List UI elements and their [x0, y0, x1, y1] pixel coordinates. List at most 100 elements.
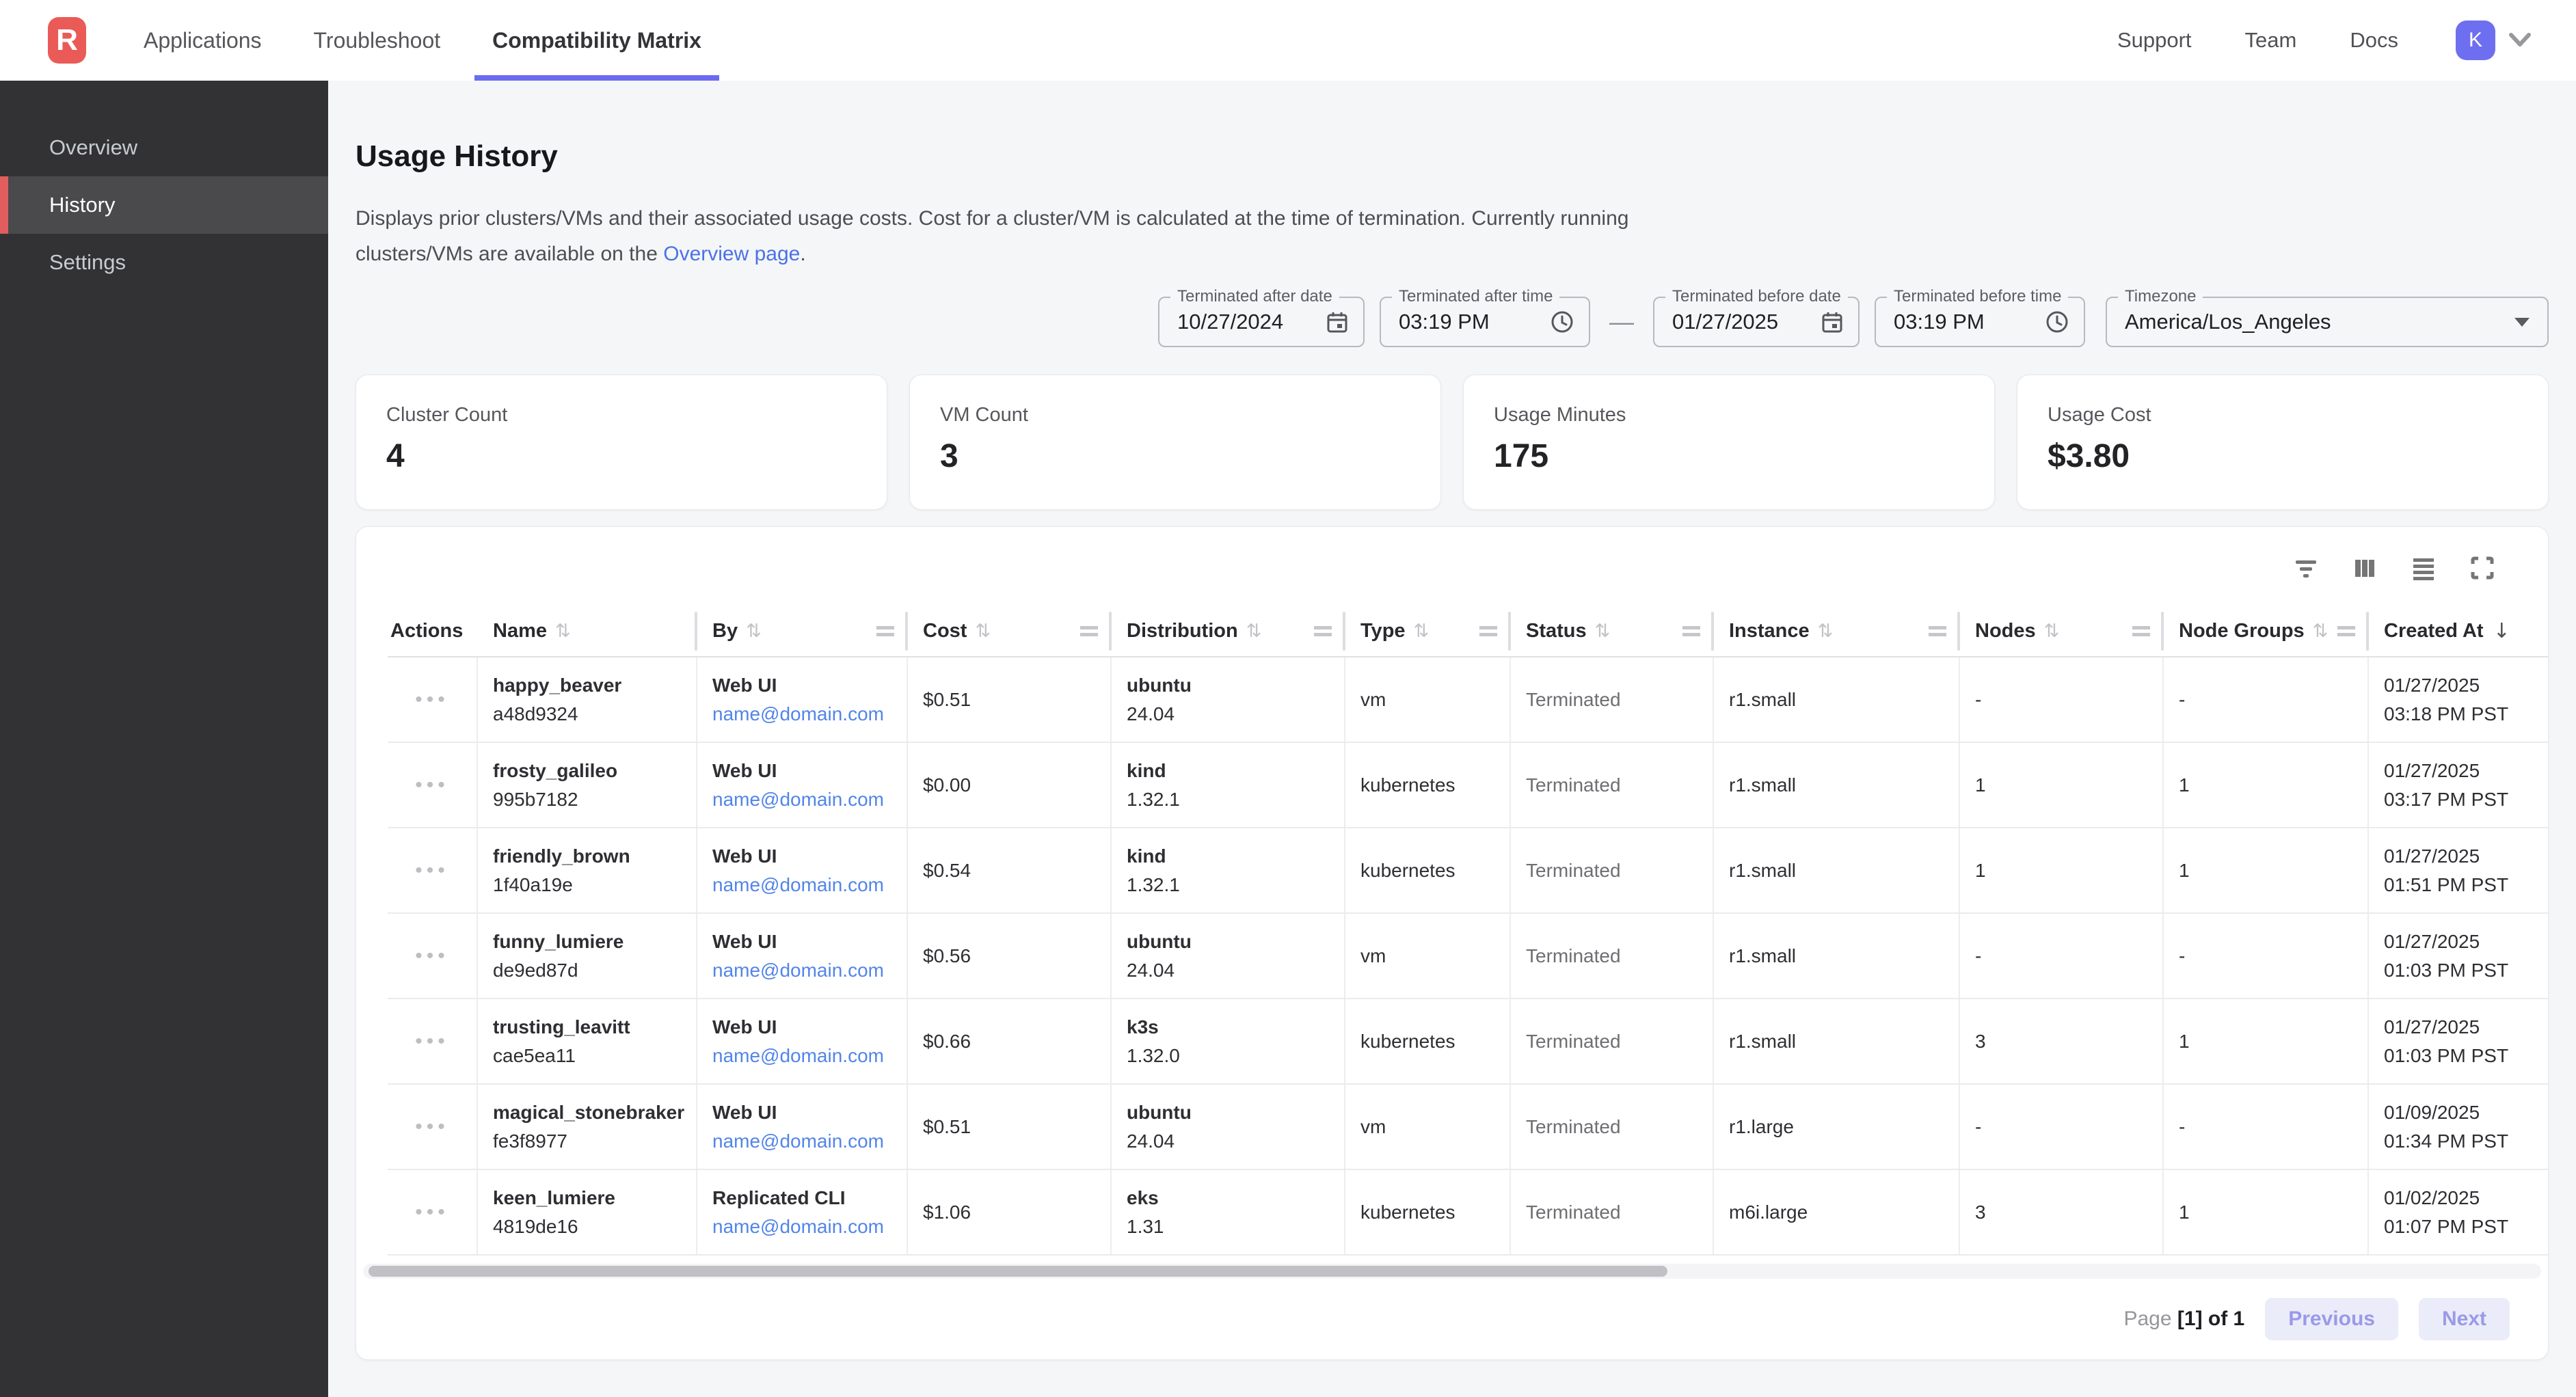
cell-line1: friendly_brown: [493, 845, 630, 867]
column-header-status[interactable]: Status ⇅: [1511, 606, 1714, 656]
terminated-after-time-field[interactable]: Terminated after time 03:19 PM: [1380, 287, 1590, 347]
calendar-icon[interactable]: [1325, 310, 1350, 334]
column-header-node-groups[interactable]: Node Groups ⇅: [2164, 606, 2369, 656]
column-header-by[interactable]: By ⇅: [697, 606, 908, 656]
previous-button[interactable]: Previous: [2265, 1298, 2398, 1340]
cell-distribution: kind 1.32.1: [1112, 743, 1345, 827]
sidebar-item-history[interactable]: History: [0, 176, 328, 234]
tab-applications[interactable]: Applications: [144, 27, 262, 53]
usage-history-table: Actions Name ⇅ By ⇅ Cost ⇅ Distribution ⇅ Ty…: [388, 606, 2548, 1256]
column-header-created-at[interactable]: Created At ↓: [2384, 619, 2510, 643]
avatar[interactable]: K: [2456, 21, 2495, 60]
calendar-icon[interactable]: [1820, 310, 1844, 334]
nav-link-docs[interactable]: Docs: [2350, 28, 2398, 52]
cell-line2: 1.32.0: [1127, 1044, 1180, 1066]
terminated-after-date-field[interactable]: Terminated after date 10/27/2024: [1158, 287, 1365, 347]
cell-line2: de9ed87d: [493, 959, 578, 981]
column-header-distribution[interactable]: Distribution ⇅: [1112, 606, 1345, 656]
row-actions-button[interactable]: •••: [415, 1029, 449, 1053]
stat-card-vm-count: VM Count 3: [909, 375, 1441, 510]
sidebar-item-overview[interactable]: Overview: [49, 135, 138, 159]
sort-icon[interactable]: ⇅: [2312, 621, 2329, 642]
columns-icon[interactable]: [2351, 554, 2378, 582]
sort-icon[interactable]: ⇅: [555, 621, 571, 642]
email-link[interactable]: name@domain.com: [712, 959, 884, 981]
sort-icon[interactable]: ⇅: [975, 621, 991, 642]
column-header-nodes[interactable]: Nodes ⇅: [1960, 606, 2164, 656]
chevron-down-icon[interactable]: [2508, 32, 2532, 49]
column-header-cost[interactable]: Cost ⇅: [908, 606, 1112, 656]
clock-icon[interactable]: [1549, 309, 1575, 335]
cell-created-at: 01/02/2025 01:07 PM PST: [2369, 1170, 2545, 1254]
email-link[interactable]: name@domain.com: [712, 873, 884, 895]
cell-created-at: 01/27/2025 03:17 PM PST: [2369, 743, 2545, 827]
cell-distribution: eks 1.31: [1112, 1170, 1345, 1254]
sort-desc-icon[interactable]: ↓: [2493, 619, 2510, 643]
timezone-select[interactable]: Timezone America/Los_Angeles: [2106, 287, 2549, 347]
description-period: .: [800, 243, 806, 265]
horizontal-scrollbar[interactable]: [363, 1264, 2541, 1279]
density-icon[interactable]: [2410, 554, 2437, 582]
column-menu-icon[interactable]: [1080, 626, 1098, 636]
sidebar-item-settings[interactable]: Settings: [49, 250, 126, 274]
cell-status: Terminated: [1511, 657, 1714, 742]
column-menu-icon[interactable]: [1929, 626, 1946, 636]
cell-distribution: kind 1.32.1: [1112, 828, 1345, 912]
email-link[interactable]: name@domain.com: [712, 1215, 884, 1237]
column-menu-icon[interactable]: [1479, 626, 1497, 636]
column-header-instance[interactable]: Instance ⇅: [1714, 606, 1960, 656]
cell-instance: r1.small: [1714, 914, 1960, 998]
row-actions-button[interactable]: •••: [415, 688, 449, 711]
column-header-name[interactable]: Name ⇅: [478, 606, 697, 656]
nav-link-team[interactable]: Team: [2244, 28, 2297, 52]
column-header-type[interactable]: Type ⇅: [1345, 606, 1511, 656]
cell-by: Web UI name@domain.com: [697, 657, 908, 742]
cell-cost: $0.00: [908, 743, 1112, 827]
column-menu-icon[interactable]: [2337, 626, 2355, 636]
filter-icon[interactable]: [2292, 554, 2320, 582]
terminated-before-time-field[interactable]: Terminated before time 03:19 PM: [1875, 287, 2085, 347]
terminated-before-date-field[interactable]: Terminated before date 01/27/2025: [1653, 287, 1860, 347]
email-link[interactable]: name@domain.com: [712, 788, 884, 810]
cell-line1: kind: [1127, 845, 1166, 867]
cell-line2: name@domain.com: [712, 1130, 907, 1152]
row-actions-button[interactable]: •••: [415, 1200, 449, 1223]
row-actions-button[interactable]: •••: [415, 1115, 449, 1138]
nav-link-support[interactable]: Support: [2117, 28, 2192, 52]
sort-icon[interactable]: ⇅: [746, 621, 762, 642]
row-actions-button[interactable]: •••: [415, 773, 449, 796]
row-actions-button[interactable]: •••: [415, 858, 449, 882]
sort-icon[interactable]: ⇅: [1594, 621, 1611, 642]
sort-icon[interactable]: ⇅: [1413, 621, 1430, 642]
tab-troubleshoot[interactable]: Troubleshoot: [313, 27, 441, 53]
cell-by: Web UI name@domain.com: [697, 914, 908, 998]
email-link[interactable]: name@domain.com: [712, 1044, 884, 1066]
filters-row: Terminated after date 10/27/2024 Termina…: [355, 287, 2549, 347]
sort-icon[interactable]: ⇅: [2043, 621, 2060, 642]
cell-line1: magical_stonebraker: [493, 1101, 685, 1123]
terminated-after-date-label: Terminated after date: [1170, 287, 1339, 306]
cell-line2: name@domain.com: [712, 874, 907, 896]
column-menu-icon[interactable]: [1682, 626, 1700, 636]
column-menu-icon[interactable]: [2132, 626, 2150, 636]
sort-icon[interactable]: ⇅: [1246, 621, 1262, 642]
cell-line2: 1.31: [1127, 1215, 1164, 1237]
horizontal-scrollbar-thumb[interactable]: [368, 1266, 1667, 1277]
sort-icon[interactable]: ⇅: [1817, 621, 1834, 642]
overview-page-link[interactable]: Overview page: [663, 243, 801, 265]
cell-type: kubernetes: [1345, 828, 1511, 912]
email-link[interactable]: name@domain.com: [712, 1130, 884, 1152]
replicated-logo[interactable]: R: [48, 17, 86, 64]
row-actions-button[interactable]: •••: [415, 944, 449, 967]
cell-line1: 01/09/2025: [2384, 1101, 2480, 1123]
clock-icon[interactable]: [2044, 309, 2070, 335]
cell-line1: funny_lumiere: [493, 930, 624, 952]
cell-line2: 24.04: [1127, 703, 1175, 724]
column-menu-icon[interactable]: [1314, 626, 1332, 636]
fullscreen-icon[interactable]: [2469, 554, 2496, 582]
table-row: ••• frosty_galileo 995b7182 Web UI name@doma…: [388, 743, 2548, 828]
tab-compatibility-matrix[interactable]: Compatibility Matrix: [474, 0, 719, 81]
email-link[interactable]: name@domain.com: [712, 703, 884, 724]
column-menu-icon[interactable]: [876, 626, 894, 636]
next-button[interactable]: Next: [2418, 1298, 2510, 1340]
